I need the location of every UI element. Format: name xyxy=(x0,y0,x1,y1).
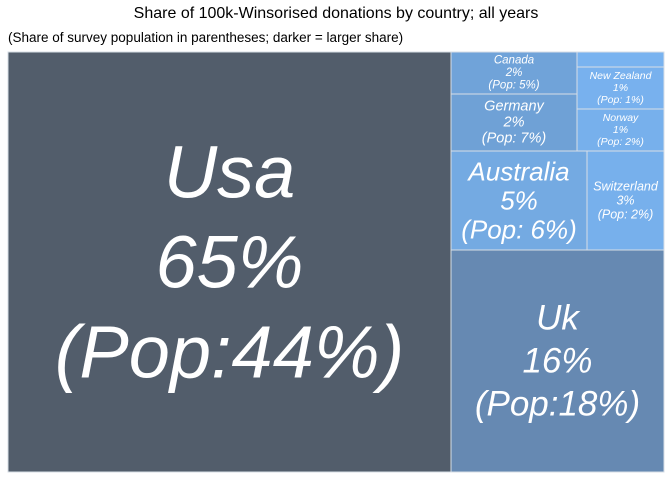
treemap-label-uk-name: Uk xyxy=(536,299,580,338)
treemap-label-australia-name: Australia xyxy=(466,157,569,187)
treemap-label-norway-name: Norway xyxy=(603,112,639,124)
treemap-label-usa-pop: (Pop:44%) xyxy=(55,311,405,394)
treemap-rect-australia xyxy=(450,150,588,251)
treemap-label-new-zealand-name: New Zealand xyxy=(590,70,653,82)
treemap-label-uk-share: 16% xyxy=(522,342,592,381)
treemap-label-uk-pop: (Pop:18%) xyxy=(475,385,640,424)
treemap-label-norway-share: 1% xyxy=(613,124,628,136)
treemap-label-canada-pop: (Pop: 5%) xyxy=(488,80,539,92)
treemap-label-norway-pop: (Pop: 2%) xyxy=(597,136,644,148)
treemap-label-new-zealand-pop: (Pop: 1%) xyxy=(597,94,644,106)
treemap-label-germany-name: Germany xyxy=(484,99,544,115)
treemap-rect-canada xyxy=(450,51,578,95)
chart-subtitle: (Share of survey population in parenthes… xyxy=(8,30,404,45)
treemap-label-switzerland-name: Switzerland xyxy=(593,180,659,194)
treemap-rect-norway xyxy=(576,108,665,152)
treemap-label-usa-share: 65% xyxy=(155,221,303,304)
treemap-label-australia-pop: (Pop: 6%) xyxy=(461,215,577,245)
treemap-label-switzerland-pop: (Pop: 2%) xyxy=(598,208,654,222)
treemap-label-germany-share: 2% xyxy=(503,115,525,131)
treemap-label-canada-share: 2% xyxy=(505,67,523,79)
treemap-rect-switzerland xyxy=(586,150,665,251)
treemap-label-germany-pop: (Pop: 7%) xyxy=(482,131,546,147)
treemap-cell-uk: Uk 16% (Pop:18%) xyxy=(450,249,665,473)
treemap-label-usa-name: Usa xyxy=(164,131,296,214)
treemap-label-australia-share: 5% xyxy=(500,186,538,216)
treemap-label-switzerland-share: 3% xyxy=(616,194,634,208)
treemap-label-new-zealand-share: 1% xyxy=(613,82,628,94)
treemap-rect-tiny xyxy=(576,51,665,68)
treemap-rect-usa xyxy=(7,51,452,473)
chart-title: Share of 100k-Winsorised donations by co… xyxy=(133,5,539,22)
treemap-rect-uk xyxy=(450,249,665,473)
treemap-label-canada-name: Canada xyxy=(494,55,534,67)
